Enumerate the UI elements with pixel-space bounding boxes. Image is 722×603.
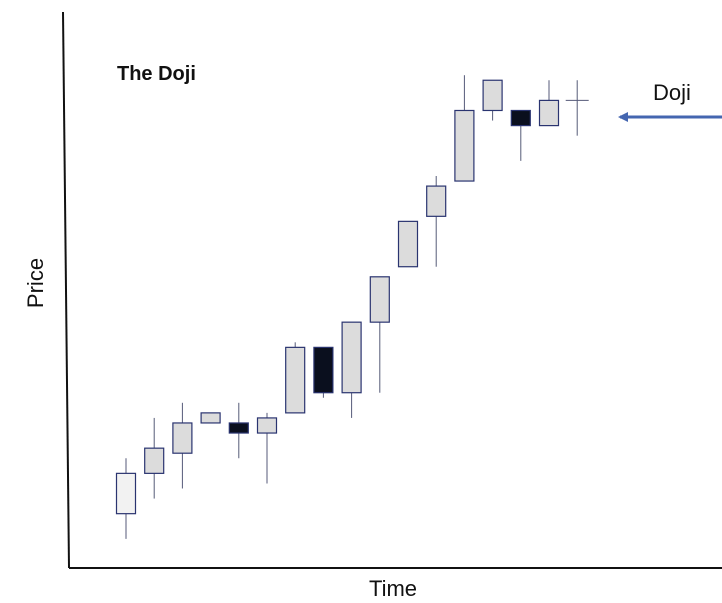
x-axis-label: Time bbox=[369, 576, 417, 601]
bullish-candle-body bbox=[426, 185, 447, 217]
bullish-candle-body bbox=[144, 447, 165, 474]
candles-group bbox=[115, 75, 589, 539]
bullish-candle-body bbox=[341, 321, 362, 394]
y-axis-label: Price bbox=[23, 258, 48, 308]
y-axis-line bbox=[62, 11, 70, 569]
chart-title: The Doji bbox=[117, 63, 196, 85]
bearish-candle-body bbox=[313, 346, 334, 394]
bullish-candle-body bbox=[454, 109, 475, 182]
bearish-candle-body bbox=[228, 422, 249, 434]
bearish-candle-body bbox=[510, 109, 531, 127]
bullish-candle-body bbox=[115, 472, 137, 515]
bullish-candle-body bbox=[397, 220, 419, 268]
bullish-candle-body bbox=[172, 422, 193, 454]
bullish-candle-body bbox=[285, 346, 306, 414]
bullish-candle-body bbox=[369, 276, 390, 323]
bullish-candle-body bbox=[482, 79, 503, 112]
bullish-candle-body bbox=[538, 99, 560, 127]
bullish-candle-body bbox=[200, 412, 221, 424]
doji-annotation-label: Doji bbox=[653, 80, 691, 105]
bullish-candle-body bbox=[256, 417, 278, 434]
